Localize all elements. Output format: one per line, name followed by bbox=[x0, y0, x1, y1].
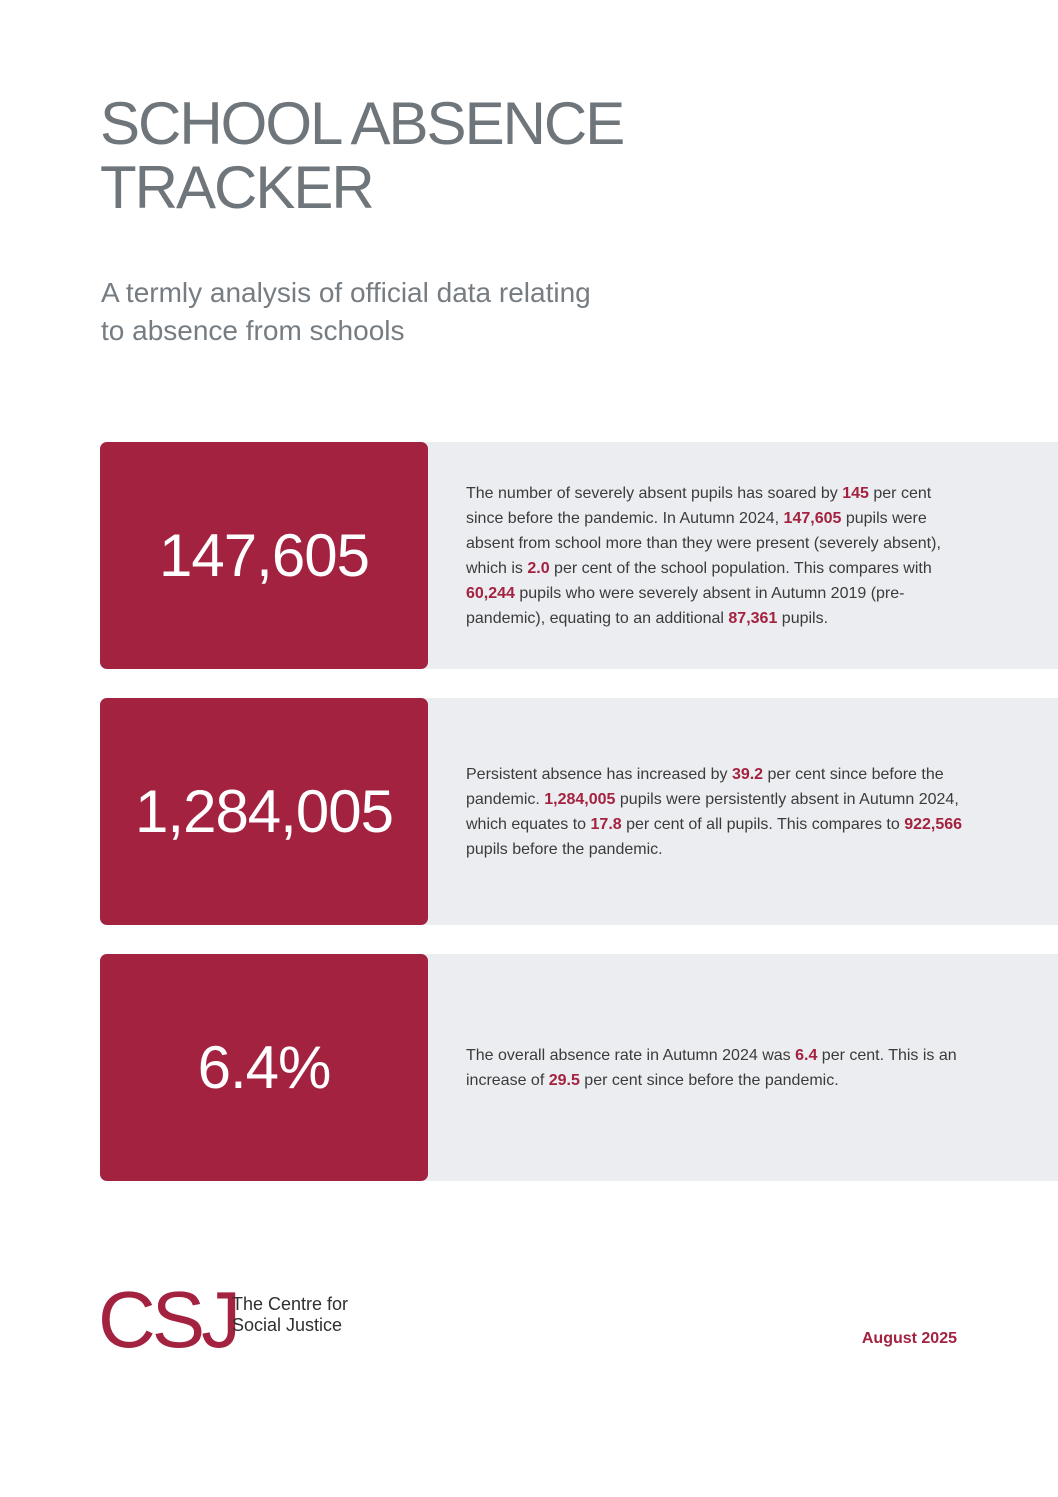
csj-logo: CSJ The Centre for Social Justice bbox=[98, 1280, 418, 1370]
text-segment: per cent of all pupils. This compares to bbox=[621, 815, 905, 833]
highlight-value: 6.4 bbox=[795, 1046, 818, 1064]
stat-row-persistent-absence: 1,284,005 Persistent absence has increas… bbox=[100, 698, 1058, 925]
stat-box: 6.4% bbox=[100, 954, 428, 1181]
stat-figure: 1,284,005 bbox=[135, 778, 394, 845]
highlight-value: 922,566 bbox=[904, 815, 963, 833]
stat-panel bbox=[420, 954, 1058, 1181]
stat-paragraph: The number of severely absent pupils has… bbox=[466, 481, 966, 631]
highlight-value: 87,361 bbox=[728, 609, 778, 627]
text-segment: Persistent absence has increased by bbox=[466, 765, 732, 783]
stat-panel bbox=[420, 442, 1058, 669]
page-title-line-1: SCHOOL ABSENCE bbox=[100, 90, 625, 157]
text-segment: per cent since before the pandemic. bbox=[466, 765, 944, 808]
stat-description: The number of severely absent pupils has… bbox=[466, 442, 966, 669]
text-segment: pupils. bbox=[777, 609, 829, 627]
highlight-value: 17.8 bbox=[590, 815, 622, 833]
text-segment: pupils before the pandemic. bbox=[466, 840, 663, 858]
page-subtitle-line-2: to absence from schools bbox=[101, 315, 405, 346]
text-segment: The overall absence rate in Autumn 2024 … bbox=[466, 1046, 796, 1064]
csj-logo-mark: CSJ bbox=[98, 1275, 241, 1364]
stat-box: 147,605 bbox=[100, 442, 428, 669]
publication-date: August 2025 bbox=[861, 1330, 957, 1347]
text-segment: pupils were absent from school more than… bbox=[466, 509, 941, 577]
organisation-name-line-1: The Centre for bbox=[232, 1294, 349, 1314]
highlight-value: 1,284,005 bbox=[544, 790, 616, 808]
stat-paragraph: Persistent absence has increased by 39.2… bbox=[466, 762, 966, 862]
organisation-name-line-2: Social Justice bbox=[232, 1315, 343, 1335]
text-segment: per cent since before the pandemic. bbox=[579, 1071, 839, 1089]
highlight-value: 39.2 bbox=[731, 765, 764, 783]
highlight-value: 145 bbox=[842, 484, 869, 502]
page-subtitle: A termly analysis of official data relat… bbox=[101, 274, 591, 350]
stat-description: The overall absence rate in Autumn 2024 … bbox=[466, 954, 966, 1181]
text-segment: pupils were persistently absent in Autum… bbox=[466, 790, 959, 833]
page-title: SCHOOL ABSENCE TRACKER bbox=[100, 90, 625, 221]
stat-row-overall-absence: 6.4% The overall absence rate in Autumn … bbox=[100, 954, 1058, 1181]
stat-figure: 147,605 bbox=[159, 522, 370, 589]
text-segment: The number of severely absent pupils has… bbox=[466, 484, 843, 502]
stat-panel bbox=[420, 698, 1058, 925]
page-title-line-2: TRACKER bbox=[100, 154, 375, 221]
organisation-name: The Centre for Social Justice bbox=[232, 1294, 348, 1336]
highlight-value: 29.5 bbox=[548, 1071, 580, 1089]
highlight-value: 147,605 bbox=[783, 509, 842, 527]
stat-box: 1,284,005 bbox=[100, 698, 428, 925]
highlight-value: 2.0 bbox=[527, 559, 550, 577]
stat-figure: 6.4% bbox=[197, 1034, 332, 1101]
stat-description: Persistent absence has increased by 39.2… bbox=[466, 698, 966, 925]
text-segment: pupils who were severely absent in Autum… bbox=[466, 584, 905, 627]
page-subtitle-line-1: A termly analysis of official data relat… bbox=[101, 277, 591, 308]
text-segment: per cent. This is an increase of bbox=[466, 1046, 957, 1089]
text-segment: per cent since before the pandemic. In A… bbox=[466, 484, 932, 527]
highlight-value: 60,244 bbox=[466, 584, 515, 602]
stat-row-severe-absence: 147,605 The number of severely absent pu… bbox=[100, 442, 1058, 669]
text-segment: per cent of the school population. This … bbox=[549, 559, 932, 577]
stat-paragraph: The overall absence rate in Autumn 2024 … bbox=[466, 1043, 966, 1093]
